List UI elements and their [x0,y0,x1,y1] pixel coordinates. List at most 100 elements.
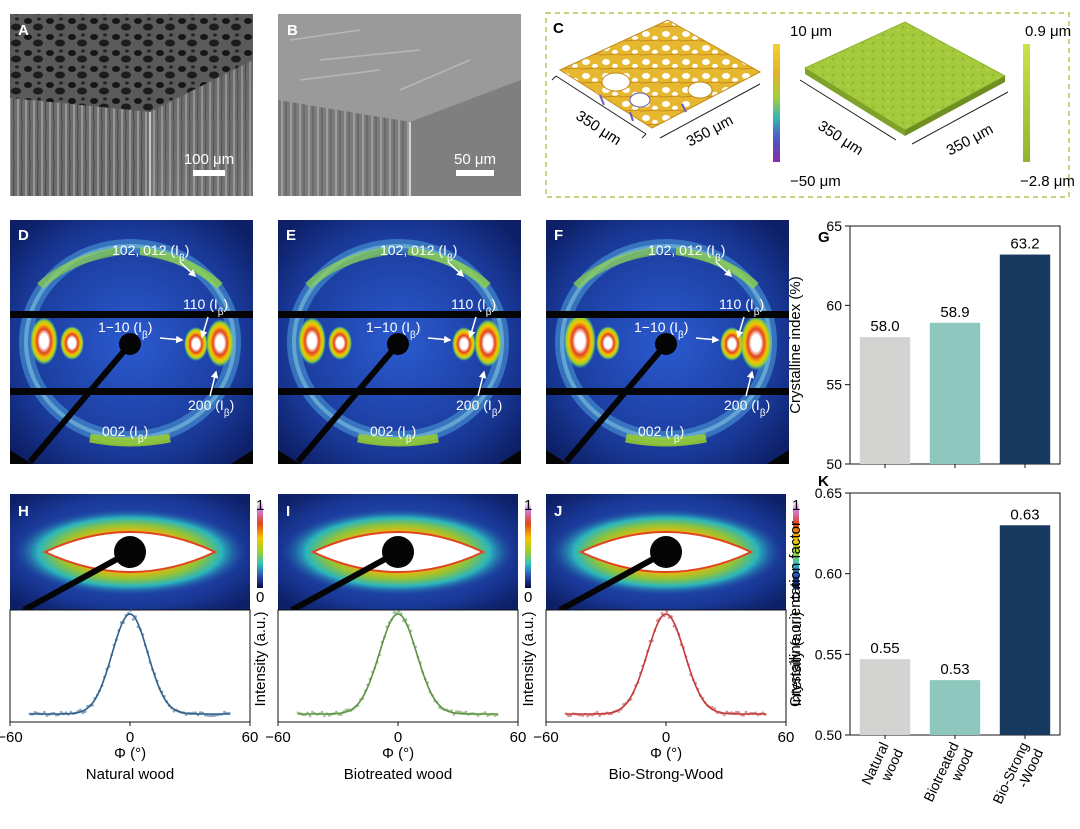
waxs-arrow [715,261,733,278]
azimuthal-profiles: H 1 0 Intensity (a.u.) −60 0 60 Φ (°) Natural wo… [0,494,805,783]
profile-data-point [735,710,738,714]
waxs-annotation-002: 002 (Iβ) [370,423,416,445]
colorbar-max: 1 [524,497,532,514]
colorbar-min: 0 [792,589,800,606]
bar-value-label: 0.63 [1010,506,1039,523]
waxs-patterns: D 102, 012 (Iβ) 110 (Iβ) 1−10 (Iβ) 200 (Iβ) 0… [10,220,789,464]
waxs-annotation-110: 110 (Iβ) [183,296,228,318]
profile-data-point [320,710,324,714]
profile-data-point [311,710,314,714]
profile-data-point [43,710,46,714]
waxs-corner-mask [546,450,568,464]
profile-data-point [569,714,573,717]
waxs-arc-002 [357,433,439,447]
panel-A-scale-label: 100 μm [184,151,234,168]
waxs-annotation-102-012: 102, 012 (Iβ) [380,242,457,264]
waxs-annotation-110: 110 (Iβ) [719,296,764,318]
saxs-beamstop [382,536,414,568]
sample-name: Biotreated wood [344,766,452,783]
chart-orientation-factor: K 0.50 0.55 0.60 0.65 Crystalline orientatio… [787,473,1061,813]
panel-label-H: H [18,503,29,520]
waxs-corner-mask [231,450,253,464]
y-axis-label: Crystalline index (%) [787,276,804,414]
waxs-arrow [447,261,465,278]
panel-C-right-cb-max: 0.9 μm [1025,23,1071,40]
waxs-detector-gap [278,311,521,318]
profile-data-point [129,608,133,612]
waxs-arrow [745,370,755,397]
profile-data-point [323,714,326,718]
profile-data-point [493,714,497,718]
profile-data-point [598,714,601,718]
y-tick-label: 50 [826,456,842,472]
waxs-arrow [736,316,745,339]
profile-data-point [483,711,487,714]
waxs-spot-left-110 [596,326,620,360]
profile-data-point [211,714,214,718]
waxs-spot-left-110 [328,326,352,360]
panel-label-A: A [18,22,29,39]
waxs-annotation-200: 200 (Iβ) [188,397,234,419]
waxs-arc-002 [625,433,707,447]
bar-natural-wood [859,659,911,735]
panel-C-left-colorbar [773,44,780,162]
profile-data-point [59,710,63,714]
waxs-detector-gap [10,388,253,395]
panel-C-left-x-dim: 350 μm [573,107,624,149]
profile-data-point [397,610,401,614]
chart-crystalline-index: G 50 55 60 65 Crystalline index (%) 58.0 58.9 6… [787,218,1061,472]
profile-data-point [476,714,480,718]
waxs-arrow [468,316,477,339]
profile-data-point [567,714,570,718]
waxs-beamstop-arm [295,342,401,464]
sample-name: Bio-Strong-Wood [609,766,724,783]
waxs-annotation-1-10: 1−10 (Iβ) [634,319,688,341]
bar-biotreated-wood [929,680,981,735]
x-tick-label: Bio-Strong-Wood [989,740,1046,813]
bar-value-label: 63.2 [1010,236,1039,253]
panel-label-F: F [554,227,563,244]
x-tick-label: 60 [510,729,527,746]
waxs-spot-right-110 [452,327,476,361]
y-tick-label: 0.55 [815,646,842,662]
profile-frame [545,609,787,723]
profile-data-point [339,713,343,717]
profile-data-point [455,710,458,713]
y-tick-label: 0.50 [815,727,842,743]
waxs-spot-right-110 [184,327,208,361]
panel-B-scale-label: 50 μm [454,151,496,168]
saxs-beamstop [114,536,146,568]
waxs-arrow [179,261,197,278]
waxs-arrow [159,335,184,344]
waxs-annotation-002: 002 (Iβ) [102,423,148,445]
profile-data-point [464,710,468,714]
profile-data-point [665,610,669,614]
waxs-spot-left-200 [563,313,597,369]
waxs-spot-left-200 [298,317,326,365]
y-tick-label: 60 [826,297,842,313]
panel-C-right-x-dim: 350 μm [815,117,866,159]
profile-data-point [392,610,396,614]
waxs-annotation-1-10: 1−10 (Iβ) [98,319,152,341]
x-tick-label: Naturalwood [858,740,906,794]
waxs-arrow [427,335,452,344]
colorbar-min: 0 [256,589,264,606]
profile-y-label: Intensity (a.u.) [520,611,537,706]
intensity-colorbar [525,502,531,588]
waxs-corner-mask [499,450,521,464]
profile-fit-line [30,613,230,715]
panel-C-frame [545,12,1070,198]
profile-data-point [223,710,226,714]
panel-C-profilometry: C 350 μm 350 μm 10 μm −50 μm 350 μm 350 … [545,12,1075,198]
panel-label-E: E [286,227,296,244]
panel-label-G: G [818,229,830,246]
x-tick-label: −60 [533,729,558,746]
bar-value-label: 58.9 [940,304,969,321]
panel-label-B: B [287,22,298,39]
waxs-arc-102 [139,247,223,289]
waxs-spot-right-200 [474,319,502,367]
waxs-detector-gap [546,311,789,318]
waxs-annotation-1-10: 1−10 (Iβ) [366,319,420,341]
surface-natural-wood [558,19,762,129]
